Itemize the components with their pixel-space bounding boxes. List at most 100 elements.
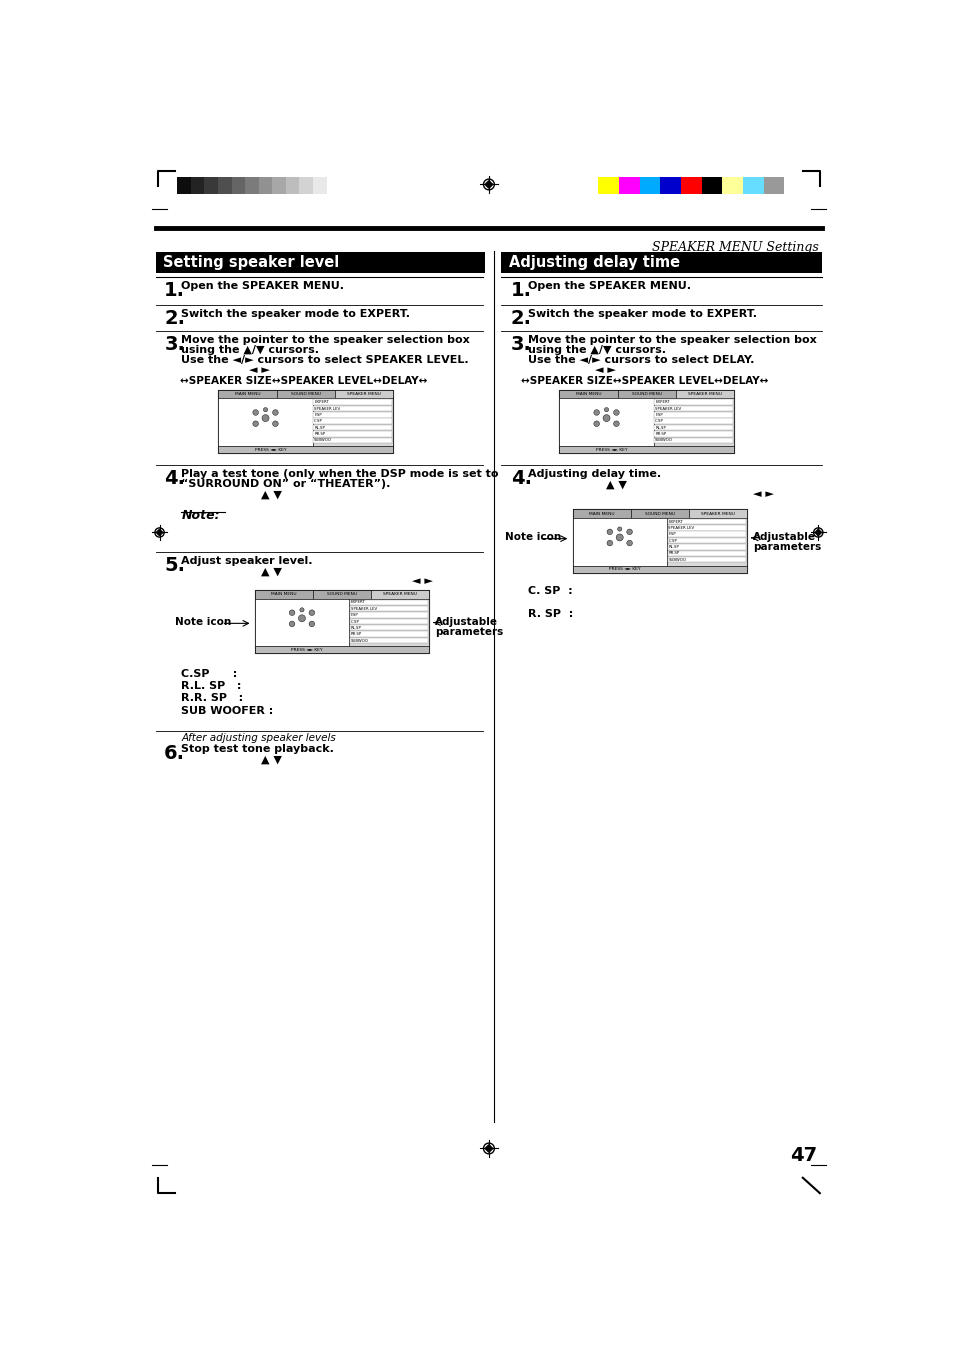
Bar [313,590,371,598]
Text: ◄ ►: ◄ ► [595,365,616,374]
Text: RR.SP: RR.SP [314,432,325,436]
Bar [680,177,700,193]
Text: parameters: parameters [435,627,503,638]
Circle shape [253,422,258,427]
Text: PRESS ◄► KEY: PRESS ◄► KEY [596,447,627,451]
Circle shape [613,422,618,427]
Bar [232,177,245,193]
Bar [299,177,313,193]
Bar [667,557,745,562]
Bar [350,631,428,636]
Text: RL.SP: RL.SP [655,426,665,430]
Bar [572,566,746,573]
Circle shape [298,615,305,621]
Bar [350,619,428,624]
Text: using the ▲/▼ cursors.: using the ▲/▼ cursors. [527,346,665,355]
Polygon shape [814,530,821,536]
Circle shape [309,621,314,627]
Text: SPEAKER LEV: SPEAKER LEV [668,526,694,530]
Circle shape [593,409,598,415]
Text: EXPERT: EXPERT [314,400,329,404]
Bar [558,390,617,399]
Circle shape [273,409,278,415]
Text: SOUND MENU: SOUND MENU [631,392,661,396]
Bar [313,177,326,193]
Bar [654,419,732,424]
Text: Use the ◄/► cursors to select DELAY.: Use the ◄/► cursors to select DELAY. [527,355,753,365]
Circle shape [289,621,294,627]
Text: Switch the speaker mode to EXPERT.: Switch the speaker mode to EXPERT. [527,309,756,319]
Circle shape [602,415,609,422]
Bar [218,390,393,453]
Circle shape [617,527,621,531]
Bar [762,177,783,193]
Circle shape [616,534,622,540]
Text: C.SP: C.SP [668,539,677,543]
Circle shape [593,422,598,427]
Bar [204,177,218,193]
Text: 47: 47 [789,1147,816,1166]
Text: 1.: 1. [164,281,185,300]
Bar [313,405,392,411]
Text: using the ▲/▼ cursors.: using the ▲/▼ cursors. [181,346,319,355]
Text: F.SP: F.SP [314,413,321,417]
Text: Move the pointer to the speaker selection box: Move the pointer to the speaker selectio… [527,335,816,346]
Bar [688,509,746,517]
Bar [313,419,392,424]
Text: SPEAKER MENU: SPEAKER MENU [700,512,734,516]
Bar [254,590,429,654]
Text: Adjusting delay time: Adjusting delay time [509,255,679,270]
Bar [276,390,335,399]
Bar [313,412,392,417]
Bar [350,626,428,631]
Text: SUBWOO: SUBWOO [350,639,368,643]
Text: SPEAKER MENU: SPEAKER MENU [687,392,720,396]
Text: Use the ◄/► cursors to select SPEAKER LEVEL.: Use the ◄/► cursors to select SPEAKER LE… [181,355,468,365]
Circle shape [289,609,294,616]
Text: SPEAKER LEV: SPEAKER LEV [655,407,680,411]
Bar [653,399,733,446]
Text: SPEAKER MENU: SPEAKER MENU [347,392,380,396]
Text: EXPERT: EXPERT [350,600,365,604]
Text: Note icon: Note icon [174,617,231,627]
Circle shape [262,415,269,422]
Bar [349,598,429,646]
Bar [667,519,745,524]
Text: MAIN MENU: MAIN MENU [271,593,296,596]
Bar [667,551,745,557]
Bar [500,253,821,273]
Text: R. SP  :: R. SP : [527,609,573,620]
Text: SUBWOO: SUBWOO [668,558,685,562]
Circle shape [309,609,314,616]
Text: Adjustable: Adjustable [753,532,816,543]
Circle shape [263,408,268,412]
Bar [667,538,745,543]
Text: F.SP: F.SP [655,413,662,417]
Bar [639,177,659,193]
Text: ◄ ►: ◄ ► [249,365,270,374]
Text: RL.SP: RL.SP [668,544,679,549]
Bar [721,177,742,193]
Bar [177,177,191,193]
Text: 4.: 4. [164,469,185,488]
Text: RR.SP: RR.SP [668,551,679,555]
Text: Adjusting delay time.: Adjusting delay time. [527,469,660,478]
Text: Open the SPEAKER MENU.: Open the SPEAKER MENU. [527,281,690,292]
Text: RR.SP: RR.SP [655,432,666,436]
Bar [667,531,745,536]
Bar [558,446,733,453]
Circle shape [273,422,278,427]
Text: C.SP: C.SP [350,620,359,624]
Bar [572,509,630,517]
Text: Move the pointer to the speaker selection box: Move the pointer to the speaker selectio… [181,335,470,346]
Bar [350,600,428,605]
Text: Note icon: Note icon [505,532,561,543]
Bar [558,399,653,446]
Text: Play a test tone (only when the DSP mode is set to: Play a test tone (only when the DSP mode… [181,469,498,478]
Text: MAIN MENU: MAIN MENU [234,392,260,396]
Text: ◄ ►: ◄ ► [412,576,433,585]
Polygon shape [485,1144,492,1152]
Text: 3.: 3. [510,335,531,354]
Circle shape [299,608,304,612]
Bar [654,438,732,443]
